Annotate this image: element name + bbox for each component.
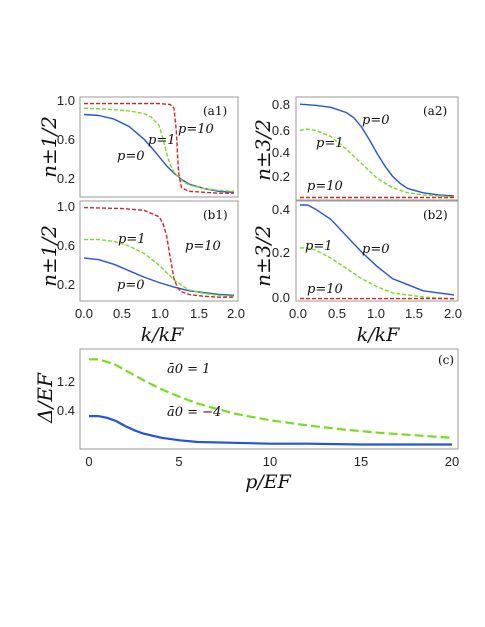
ytick-label: 0.4: [272, 145, 290, 160]
ytick-label: 0.2: [272, 169, 290, 184]
series-label-p0: p=0: [362, 242, 390, 257]
ylabel-a1: n±1/2: [37, 116, 61, 178]
series-line-0: [300, 204, 455, 296]
series-label-p1: p=1: [118, 232, 146, 247]
series-label-p1: p=1: [148, 133, 176, 148]
series-label-p0: p=0: [362, 113, 390, 128]
plot-frame-a1: [79, 96, 239, 198]
panel-c: 1.2 0.4 0 5 10 15 20 p/EF Δ/EF (c) ā0 = …: [33, 348, 459, 493]
series-label-am4: ā0 = −4: [167, 405, 221, 420]
series-label-p0: p=0: [117, 149, 145, 164]
series-line-2: [83, 206, 234, 298]
ytick-label: 0.0: [272, 290, 290, 305]
plot-frame-a2: [295, 96, 459, 201]
ytick-label: 0.6: [57, 238, 75, 253]
series-lines-c: [89, 358, 453, 446]
plot-frame-b1: [79, 200, 239, 302]
series-line-1: [300, 247, 455, 300]
xtick-label: 0.5: [328, 306, 346, 321]
panel-a2: 0.8 0.6 0.4 0.2 n±3/2 (a2) p=0 p=1 p=10: [251, 96, 459, 201]
ytick-label: 1.0: [57, 199, 75, 214]
panel-b2: 0.4 0.2 0.0 0.0 0.5 1.0 1.5 2.0 k/kF n±3…: [251, 200, 462, 346]
xtick-label: 0: [85, 454, 92, 469]
ytick-label: 1.2: [57, 374, 75, 389]
xtick-label: 5: [175, 454, 182, 469]
ytick-label: 1.0: [57, 93, 75, 108]
series-label-p10: p=10: [307, 282, 343, 297]
series-line-1: [89, 415, 452, 446]
xtick-label: 1.5: [405, 306, 423, 321]
series-line-0: [83, 257, 235, 296]
ylabel-b1: n±1/2: [37, 225, 61, 287]
xlabel-c: p/EF: [245, 471, 291, 493]
series-lines-a2: [299, 103, 455, 199]
panel-tag-c: (c): [438, 353, 454, 367]
panel-b1: 1.0 0.6 0.2 0.0 0.5 1.0 1.5 2.0 k/kF n±1…: [37, 199, 245, 346]
xlabel-b1: k/kF: [141, 324, 184, 346]
xtick-label: 2.0: [227, 306, 245, 321]
panel-tag-a1: (a1): [203, 104, 227, 118]
series-line-1: [83, 107, 235, 192]
series-label-p10: p=10: [307, 179, 343, 194]
panel-tag-b1: (b1): [203, 208, 228, 222]
xtick-label: 1.0: [367, 306, 385, 321]
ylabel-b2: n±3/2: [251, 225, 275, 287]
ytick-label: 0.2: [57, 171, 75, 186]
series-label-p1: p=1: [316, 136, 344, 151]
xtick-label: 0.0: [75, 306, 93, 321]
series-line-0: [299, 103, 455, 197]
plot-frame-c: [79, 348, 459, 450]
series-lines-a1: [83, 102, 235, 194]
series-line-1: [84, 238, 235, 297]
xtick-label: 2.0: [444, 306, 462, 321]
xtick-label: 1.5: [190, 306, 208, 321]
panel-a1: 1.0 0.6 0.2 n±1/2 (a1) p=1 p=10 p=0: [37, 93, 239, 198]
series-label-p10: p=10: [185, 239, 221, 254]
ylabel-c: Δ/EF: [33, 372, 57, 424]
xtick-label: 0.5: [113, 306, 131, 321]
xtick-label: 10: [263, 454, 277, 469]
series-line-2: [84, 102, 234, 194]
plot-frame-b2: [295, 200, 459, 302]
ytick-label: 0.8: [272, 97, 290, 112]
ytick-label: 0.4: [57, 403, 75, 418]
ytick-label: 0.2: [57, 277, 75, 292]
series-lines-b2: [300, 204, 455, 300]
xlabel-b2: k/kF: [357, 324, 400, 346]
series-line-0: [89, 358, 453, 439]
ytick-label: 0.6: [272, 123, 290, 138]
series-label-a1: ā0 = 1: [167, 362, 210, 377]
xtick-label: 15: [354, 454, 368, 469]
xtick-label: 20: [445, 454, 459, 469]
series-label-p10: p=10: [178, 122, 214, 137]
ytick-label: 0.2: [272, 245, 290, 260]
series-label-p1: p=1: [305, 239, 333, 254]
xtick-label: 1.0: [151, 306, 169, 321]
ytick-label: 0.4: [272, 202, 290, 217]
panel-tag-b2: (b2): [423, 208, 448, 222]
ylabel-a2: n±3/2: [251, 119, 275, 181]
panel-tag-a2: (a2): [423, 104, 447, 118]
series-line-1: [299, 128, 455, 198]
xtick-label: 0.0: [289, 306, 307, 321]
series-line-0: [83, 113, 235, 193]
series-lines-b1: [83, 206, 235, 298]
ytick-label: 0.6: [57, 132, 75, 147]
series-label-p0: p=0: [117, 278, 145, 293]
